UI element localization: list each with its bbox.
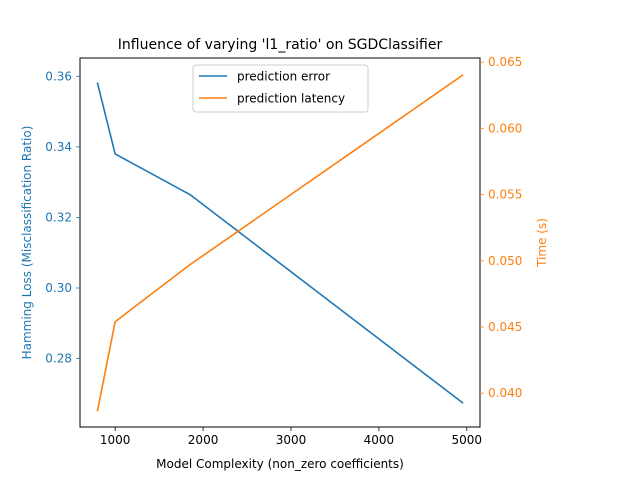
- prediction-latency-point: [461, 74, 464, 77]
- right-y-tick-label: 0.055: [488, 188, 522, 202]
- prediction-error-point: [461, 401, 464, 404]
- right-y-axis-ticks: 0.040 0.045 0.050 0.055 0.060 0.065: [480, 55, 522, 400]
- left-y-axis-label: Hamming Loss (Misclassification Ratio): [20, 126, 34, 360]
- prediction-error-point: [96, 82, 99, 85]
- prediction-latency-line: [96, 74, 464, 412]
- left-y-tick-label: 0.28: [45, 352, 72, 366]
- axes-frame: [79, 57, 481, 428]
- prediction-error-line: [96, 82, 464, 404]
- right-y-tick-label: 0.050: [488, 254, 522, 268]
- legend-box: [192, 64, 369, 113]
- x-tick-label: 5000: [452, 433, 483, 447]
- legend-label-prediction-latency: prediction latency: [237, 92, 345, 106]
- right-y-tick-label: 0.040: [488, 386, 522, 400]
- prediction-error-point: [189, 193, 191, 196]
- prediction-latency-point: [189, 263, 191, 266]
- x-tick-label: 2000: [188, 433, 219, 447]
- right-y-axis-label: Time (s): [535, 218, 549, 268]
- left-y-axis-ticks: 0.28 0.30 0.32 0.34 0.36: [45, 69, 80, 366]
- prediction-error-point: [114, 153, 116, 155]
- right-y-tick-label: 0.060: [488, 121, 522, 135]
- right-y-tick-label: 0.065: [488, 55, 522, 69]
- legend: prediction error prediction latency: [192, 64, 369, 113]
- plot-lines: [96, 74, 464, 412]
- left-y-tick-label: 0.32: [45, 210, 72, 224]
- prediction-latency-point: [114, 320, 116, 323]
- chart-title: Influence of varying 'l1_ratio' on SGDCl…: [118, 37, 443, 53]
- left-y-tick-label: 0.34: [45, 140, 72, 154]
- x-tick-label: 1000: [100, 433, 131, 447]
- x-tick-label: 3000: [276, 433, 307, 447]
- legend-label-prediction-error: prediction error: [237, 70, 330, 84]
- prediction-latency-point: [96, 409, 99, 412]
- x-axis-label: Model Complexity (non_zero coefficients): [156, 457, 404, 471]
- left-y-tick-label: 0.30: [45, 281, 72, 295]
- right-y-tick-label: 0.045: [488, 320, 522, 334]
- left-y-tick-label: 0.36: [45, 69, 72, 83]
- x-axis-ticks: 1000 2000 3000 4000 5000: [100, 427, 482, 447]
- x-tick-label: 4000: [364, 433, 395, 447]
